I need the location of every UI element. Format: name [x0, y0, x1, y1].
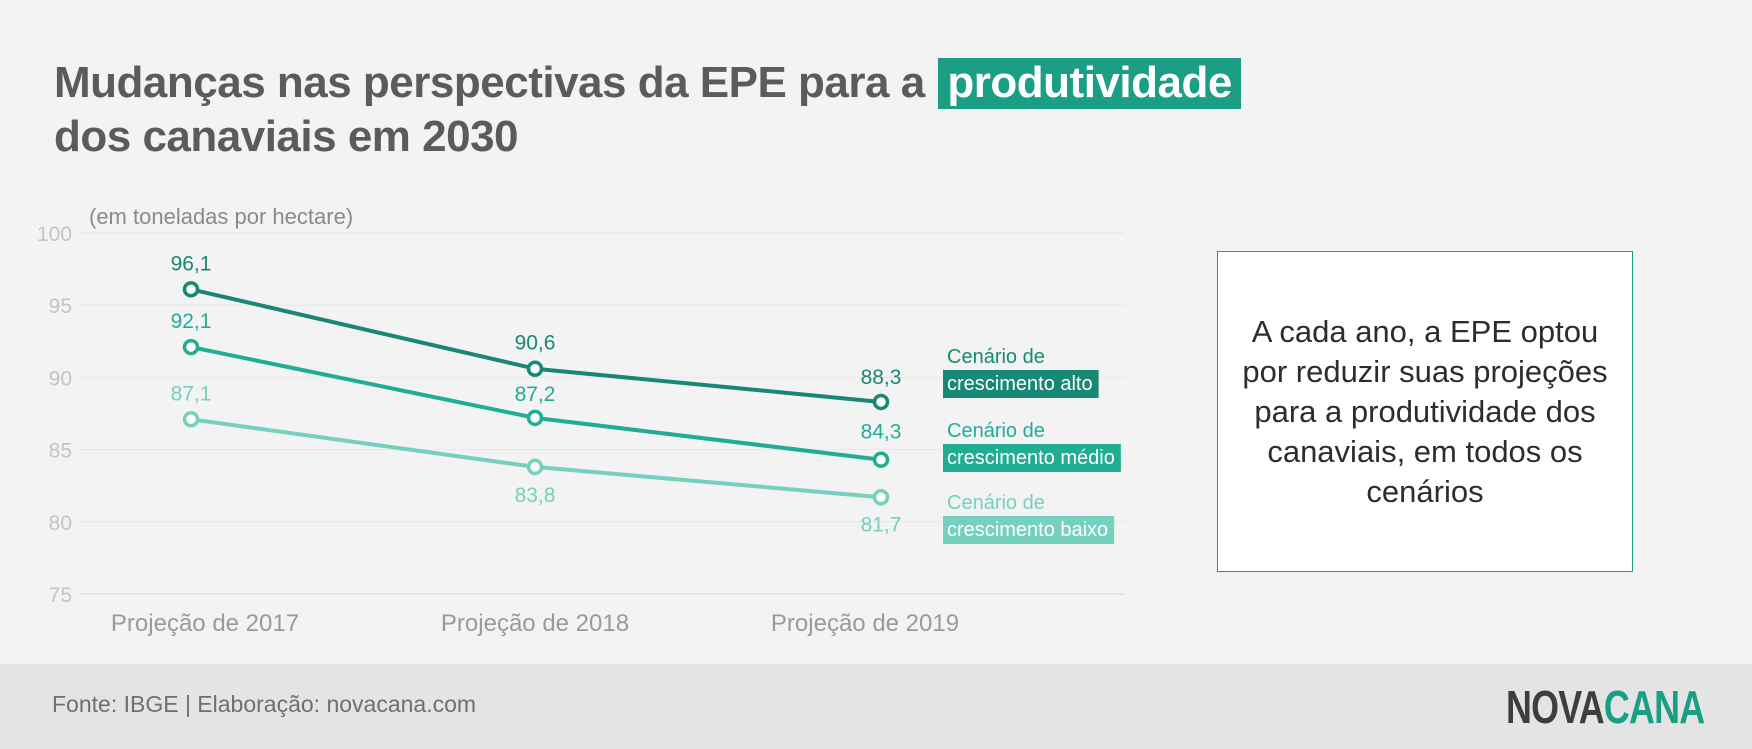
legend-swatch [943, 444, 1121, 472]
data-point [182, 281, 200, 298]
data-point [182, 411, 200, 428]
x-axis: Projeção de 2017 Projeção de 2018 Projeção… [111, 610, 959, 637]
y-axis: 75 80 85 90 95 100 [37, 223, 72, 607]
legend-label-line1: Cenário de [947, 420, 1045, 442]
note-box: A cada ano, a EPE optou por reduzir suas… [1217, 251, 1633, 572]
legend-label-line2: crescimento alto [947, 373, 1093, 395]
data-point [526, 409, 544, 427]
footer: Fonte: IBGE | Elaboração: novacana.com N… [0, 664, 1752, 749]
source-text: Fonte: IBGE | Elaboração: novacana.com [52, 691, 477, 717]
title-highlight: produtividade [938, 58, 1241, 109]
legend-swatch [943, 516, 1115, 544]
series-points [182, 281, 890, 506]
data-point [872, 489, 890, 506]
x-tick-label: Projeção de 2018 [441, 610, 629, 637]
logo-part1: NOVA [1505, 681, 1605, 733]
data-label: 90,6 [515, 332, 556, 355]
y-tick-label: 90 [49, 367, 72, 390]
legend-swatch [943, 370, 1099, 398]
data-point [182, 338, 200, 356]
legend-label-line2: crescimento baixo [947, 519, 1108, 541]
data-label: 83,8 [515, 484, 556, 507]
chart-title: Mudanças nas perspectivas da EPE para a … [54, 56, 1241, 164]
series-legend: Cenário de crescimento alto Cenário de cres… [943, 346, 1121, 544]
x-tick-label: Projeção de 2019 [771, 610, 959, 637]
novacana-logo: NOVACANA [1505, 680, 1705, 734]
y-tick-label: 95 [49, 295, 72, 318]
data-label: 81,7 [861, 513, 902, 536]
legend-label-line2: crescimento médio [947, 447, 1115, 469]
data-label: 88,3 [861, 366, 902, 389]
legend-label-line1: Cenário de [947, 492, 1045, 514]
title-part1: Mudanças nas perspectivas da EPE para a [54, 58, 925, 107]
data-label: 84,3 [861, 421, 902, 444]
data-label: 87,1 [171, 382, 212, 405]
title-line2: dos canaviais em 2030 [54, 112, 519, 161]
x-tick-label: Projeção de 2017 [111, 610, 299, 637]
y-tick-label: 100 [37, 223, 72, 246]
data-label: 96,1 [171, 252, 212, 275]
data-point [526, 458, 544, 476]
data-point [872, 451, 890, 468]
y-tick-label: 85 [49, 440, 72, 463]
y-tick-label: 80 [49, 512, 72, 535]
legend-label-line1: Cenário de [947, 346, 1045, 368]
unit-label: (em toneladas por hectare) [89, 204, 353, 229]
data-label: 92,1 [171, 310, 212, 333]
data-label: 87,2 [515, 383, 556, 406]
logo-part2: CANA [1603, 681, 1704, 733]
note-text: A cada ano, a EPE optou por reduzir suas… [1242, 313, 1608, 509]
data-point [526, 360, 544, 377]
y-tick-label: 75 [49, 584, 72, 607]
data-point [872, 393, 890, 411]
data-labels: 96,1 90,6 88,3 92,1 87,2 84,3 87,1 83,8 81,7 [171, 252, 902, 536]
